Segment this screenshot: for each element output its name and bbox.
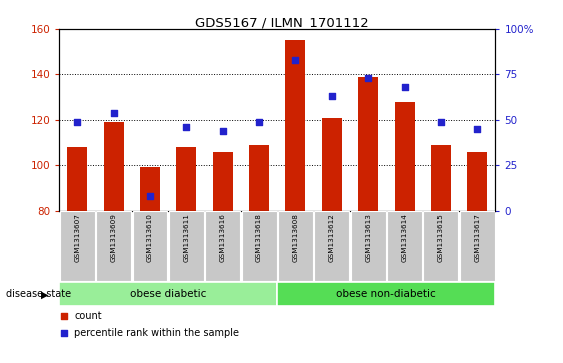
Bar (68, 147, 87, 211)
Point (291, 57, 300, 63)
Text: GSM1313612: GSM1313612 (329, 213, 335, 261)
Text: GSM1313616: GSM1313616 (220, 213, 226, 261)
Bar (278, 211, 313, 281)
Bar (205, 211, 240, 281)
Bar (358, 77, 378, 211)
Point (145, 193, 154, 199)
Text: GSM1313607: GSM1313607 (74, 213, 81, 261)
Text: disease state: disease state (6, 289, 71, 299)
Text: count: count (74, 311, 102, 321)
Bar (176, 147, 196, 211)
Text: GSM1313610: GSM1313610 (147, 213, 153, 261)
Bar (387, 211, 422, 281)
Point (59, 330, 68, 336)
Text: percentile rank within the sample: percentile rank within the sample (74, 328, 239, 338)
Text: ▶: ▶ (41, 289, 49, 299)
Bar (59, 282, 277, 306)
Bar (277, 282, 495, 306)
Text: GSM1313617: GSM1313617 (474, 213, 480, 261)
Bar (132, 211, 167, 281)
Bar (104, 122, 124, 211)
Text: GSM1313618: GSM1313618 (256, 213, 262, 261)
Point (473, 126, 482, 132)
Text: obese non-diabetic: obese non-diabetic (337, 289, 436, 299)
Text: GSM1313611: GSM1313611 (184, 213, 189, 261)
Point (400, 84, 409, 90)
Point (436, 119, 445, 125)
Text: GDS5167 / ILMN_1701112: GDS5167 / ILMN_1701112 (195, 16, 368, 29)
Bar (169, 211, 204, 281)
Bar (242, 211, 276, 281)
Bar (431, 145, 451, 211)
Point (73, 119, 82, 125)
Bar (322, 118, 342, 211)
Bar (460, 211, 495, 281)
Text: GSM1313608: GSM1313608 (292, 213, 298, 261)
Text: obese diabetic: obese diabetic (130, 289, 207, 299)
Text: GSM1313613: GSM1313613 (365, 213, 371, 261)
Bar (467, 151, 487, 211)
Bar (351, 211, 386, 281)
Point (59, 313, 68, 319)
Bar (395, 102, 414, 211)
Point (254, 119, 263, 125)
Bar (60, 211, 95, 281)
Bar (249, 145, 269, 211)
Point (327, 93, 336, 99)
Text: GSM1313614: GSM1313614 (401, 213, 408, 261)
Bar (314, 211, 349, 281)
Text: GSM1313615: GSM1313615 (438, 213, 444, 261)
Bar (423, 211, 458, 281)
Point (218, 128, 227, 134)
Bar (213, 151, 233, 211)
Point (364, 75, 373, 81)
Point (109, 110, 118, 115)
Point (182, 124, 191, 130)
Bar (285, 40, 306, 211)
Text: GSM1313609: GSM1313609 (111, 213, 117, 261)
Bar (96, 211, 131, 281)
Bar (140, 167, 160, 211)
